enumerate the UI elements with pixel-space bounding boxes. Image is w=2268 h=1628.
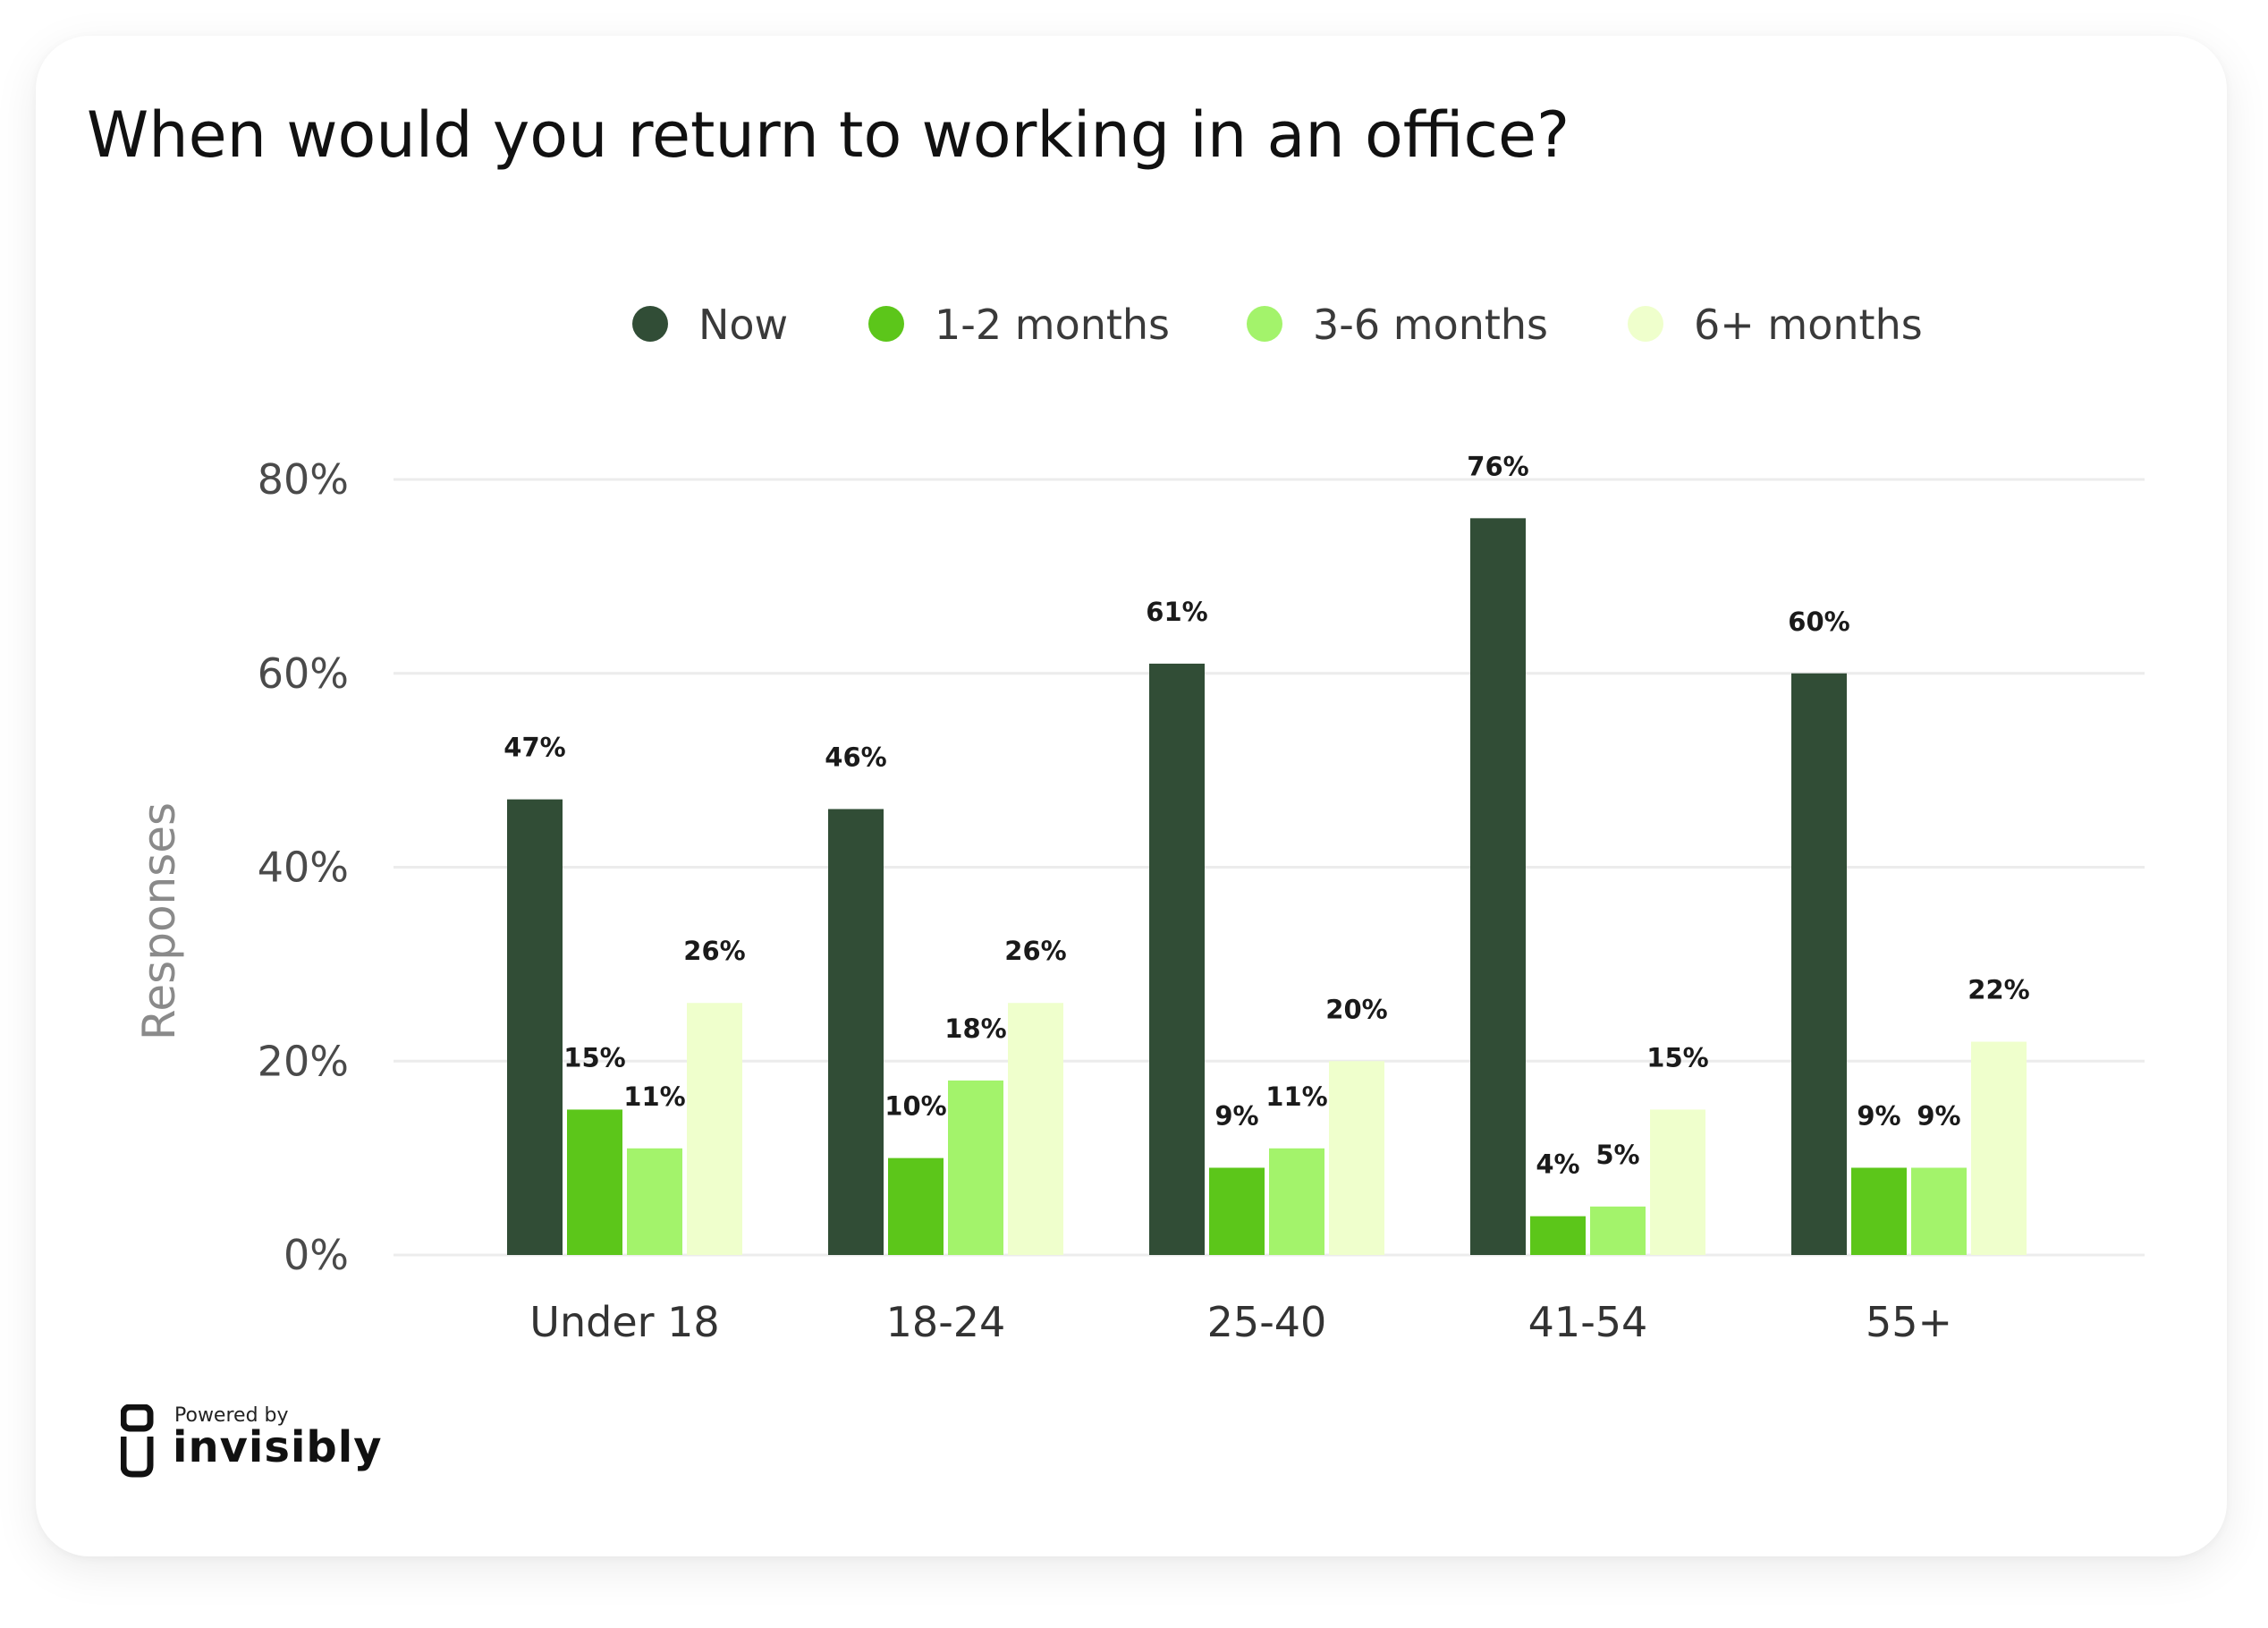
chart-title: When would you return to working in an o… — [87, 98, 1570, 172]
y-tick-label: 0% — [284, 1231, 349, 1279]
data-label: 26% — [683, 936, 745, 966]
invisibly-logo-icon — [121, 1404, 154, 1478]
data-label: 9% — [1917, 1100, 1960, 1131]
bar — [1008, 1003, 1063, 1255]
data-label: 15% — [1646, 1042, 1708, 1073]
y-tick-label: 60% — [258, 649, 349, 698]
category-label: 41-54 — [1528, 1298, 1648, 1346]
data-label: 76% — [1467, 451, 1528, 481]
data-label: 10% — [884, 1091, 946, 1122]
data-label: 4% — [1536, 1149, 1579, 1180]
legend-label: 3-6 months — [1313, 301, 1548, 349]
data-label: 15% — [563, 1042, 625, 1073]
data-label: 47% — [504, 733, 565, 763]
powered-by-text: Powered by — [174, 1404, 289, 1427]
data-label: 46% — [825, 742, 886, 772]
bar — [1971, 1041, 2027, 1255]
grid-lines — [394, 478, 2145, 1257]
x-axis-categories: Under 18 18-24 25-40 41-54 55+ — [529, 1298, 1952, 1346]
data-label: 18% — [944, 1013, 1006, 1044]
y-tick-label: 40% — [258, 844, 349, 892]
bar — [1149, 663, 1205, 1255]
bars — [507, 518, 2027, 1255]
category-label: 55+ — [1866, 1298, 1952, 1346]
y-axis-ticks: 0% 20% 40% 60% 80% — [258, 455, 349, 1279]
bar — [1650, 1109, 1705, 1255]
bar — [687, 1003, 742, 1255]
data-label: 20% — [1325, 994, 1387, 1024]
bar — [567, 1109, 622, 1255]
bar — [888, 1157, 944, 1255]
legend-swatch — [632, 306, 668, 342]
bar — [948, 1080, 1003, 1255]
category-label: Under 18 — [529, 1298, 719, 1346]
y-axis-label: Responses — [133, 802, 185, 1040]
chart-card — [36, 36, 2227, 1556]
data-label: 60% — [1788, 606, 1849, 637]
bar — [1911, 1167, 1967, 1255]
data-label: 9% — [1214, 1100, 1258, 1131]
data-labels: 47%15%11%26%46%10%18%26%61%9%11%20%76%4%… — [504, 451, 2029, 1179]
bar — [507, 799, 563, 1255]
data-label: 5% — [1595, 1140, 1639, 1170]
legend-label: 6+ months — [1694, 301, 1923, 349]
bar — [1590, 1206, 1646, 1255]
data-label: 26% — [1004, 936, 1066, 966]
legend: Now 1-2 months 3-6 months 6+ months — [632, 301, 1923, 349]
data-label: 11% — [623, 1081, 685, 1112]
y-tick-label: 20% — [258, 1037, 349, 1085]
legend-swatch — [868, 306, 904, 342]
bar — [1209, 1167, 1265, 1255]
bar — [1791, 673, 1847, 1255]
legend-label: 1-2 months — [935, 301, 1170, 349]
category-label: 18-24 — [886, 1298, 1006, 1346]
bar — [1269, 1148, 1324, 1255]
data-label: 9% — [1857, 1100, 1900, 1131]
legend-swatch — [1247, 306, 1282, 342]
data-label: 11% — [1265, 1081, 1327, 1112]
bar — [627, 1148, 682, 1255]
bar — [1329, 1061, 1384, 1255]
bar — [1470, 518, 1526, 1255]
brand-name: invisibly — [173, 1422, 383, 1472]
bar — [1851, 1167, 1907, 1255]
legend-swatch — [1628, 306, 1663, 342]
y-tick-label: 80% — [258, 455, 349, 504]
category-label: 25-40 — [1207, 1298, 1327, 1346]
data-label: 61% — [1146, 597, 1207, 627]
bar — [1530, 1216, 1586, 1255]
data-label: 22% — [1968, 975, 2029, 1005]
legend-label: Now — [698, 301, 788, 349]
bar — [828, 809, 884, 1255]
